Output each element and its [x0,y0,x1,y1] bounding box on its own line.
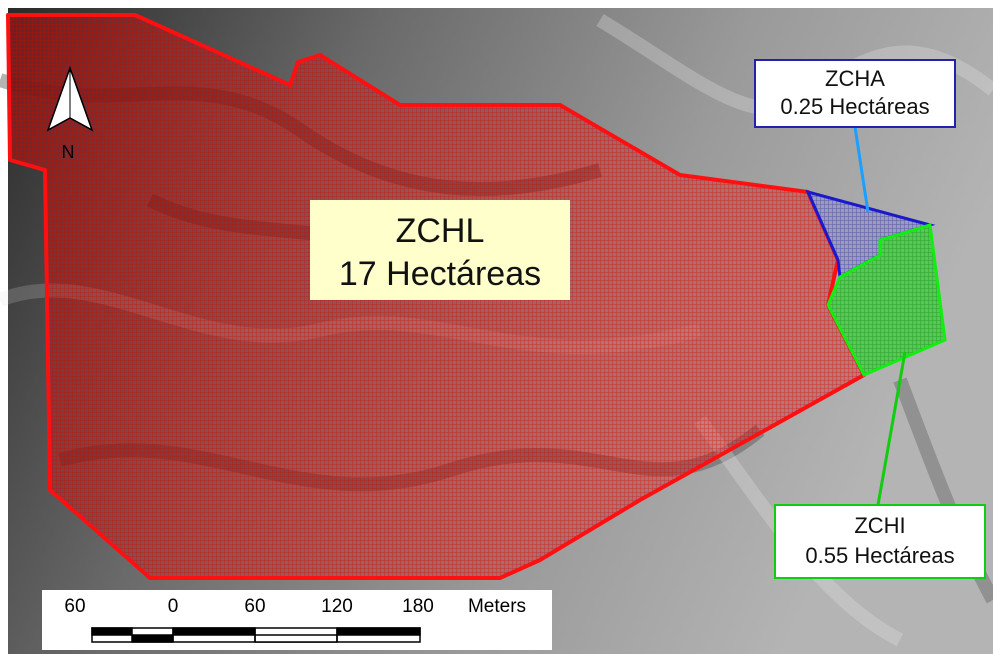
north-label: N [62,142,75,162]
zone-area: 17 Hectáreas [339,255,541,293]
scale-seg [173,628,255,635]
scale-seg [132,635,173,642]
scale-label: 0 [168,596,179,617]
scale-seg [255,635,337,642]
scale-unit: Meters [468,596,526,617]
scale-seg [92,628,132,635]
map: ZCHL 17 Hectáreas ZCHA 0.25 Hectáreas ZC… [0,0,993,654]
scale-seg [337,628,420,635]
zone-area: 0.55 Hectáreas [805,543,954,568]
scale-label: 120 [321,596,353,617]
zone-name: ZCHL [396,212,485,250]
zone-name: ZCHI [854,513,905,538]
scale-bar: 60 0 60 120 180 Meters [42,590,552,650]
zone-name: ZCHA [825,66,885,91]
zone-area: 0.25 Hectáreas [780,94,929,119]
scale-label: 60 [64,596,85,617]
scale-label: 180 [402,596,434,617]
scale-label: 60 [244,596,265,617]
scale-segments [92,628,420,642]
page: ZCHL 17 Hectáreas ZCHA 0.25 Hectáreas ZC… [0,0,993,654]
